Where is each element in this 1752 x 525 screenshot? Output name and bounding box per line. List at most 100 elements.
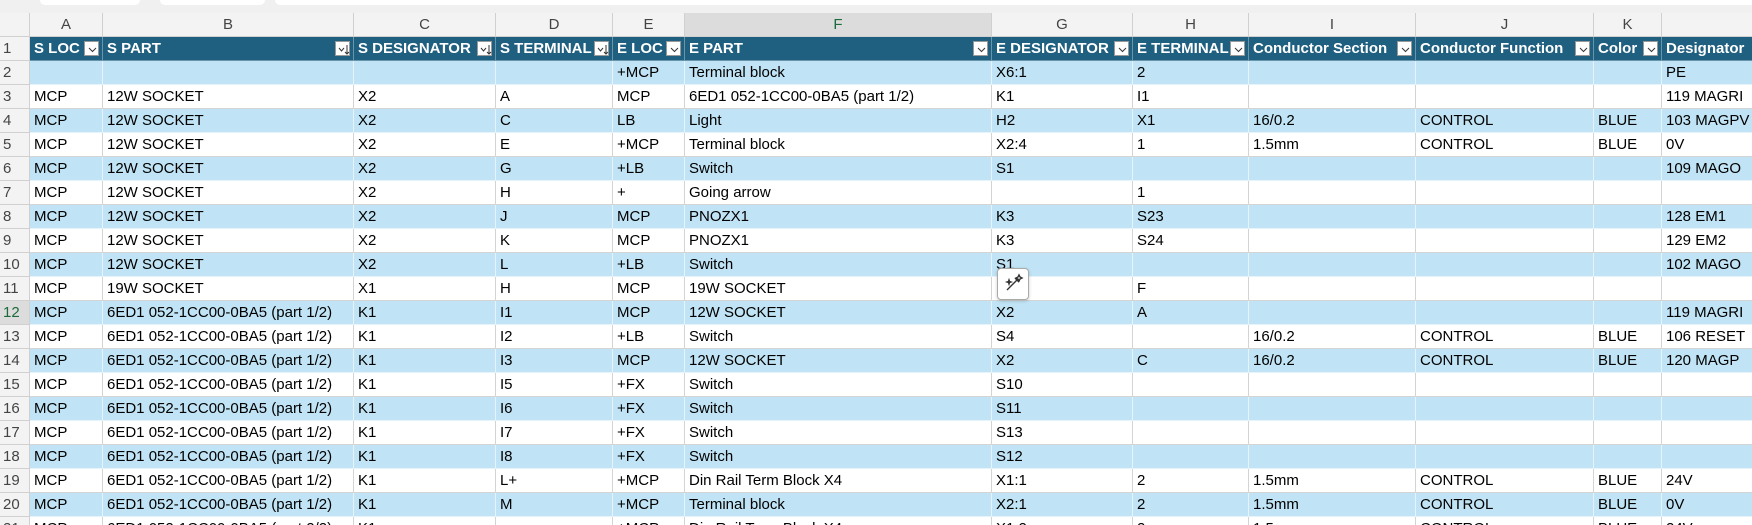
filter-button[interactable]	[1397, 41, 1412, 56]
table-cell[interactable]: L+	[496, 469, 613, 493]
table-cell[interactable]: MCP	[30, 253, 103, 277]
table-cell[interactable]: K1	[354, 445, 496, 469]
table-cell[interactable]	[1416, 397, 1594, 421]
table-cell[interactable]: A	[496, 85, 613, 109]
table-cell[interactable]: X2	[354, 85, 496, 109]
table-cell[interactable]	[1416, 421, 1594, 445]
table-cell[interactable]: PNOZX1	[685, 229, 992, 253]
table-cell[interactable]: S10	[992, 373, 1133, 397]
row-header[interactable]: 6	[0, 157, 30, 181]
table-cell[interactable]: I1	[1133, 85, 1249, 109]
row-header[interactable]: 20	[0, 493, 30, 517]
column-header[interactable]: E	[613, 13, 685, 37]
table-cell[interactable]: 6ED1 052-1CC00-0BA5 (part 1/2)	[103, 349, 354, 373]
column-header[interactable]: L	[1662, 13, 1752, 37]
table-cell[interactable]: Switch	[685, 421, 992, 445]
table-cell[interactable]: LB	[613, 109, 685, 133]
table-cell[interactable]: MCP	[30, 493, 103, 517]
table-cell[interactable]: 12W SOCKET	[103, 253, 354, 277]
table-cell[interactable]	[1249, 373, 1416, 397]
corner[interactable]	[0, 13, 30, 37]
table-cell[interactable]	[1594, 373, 1662, 397]
table-cell[interactable]: S4	[992, 325, 1133, 349]
table-cell[interactable]: MCP	[30, 277, 103, 301]
table-cell[interactable]: 6ED1 052-1CC00-0BA5 (part 1/2)	[103, 493, 354, 517]
table-cell[interactable]: E	[496, 133, 613, 157]
table-cell[interactable]: K1	[354, 421, 496, 445]
row-header[interactable]: 11	[0, 277, 30, 301]
table-cell[interactable]: 129 EM2	[1662, 229, 1752, 253]
table-cell[interactable]: MCP	[30, 109, 103, 133]
table-cell[interactable]: BLUE	[1594, 349, 1662, 373]
table-cell[interactable]: BLUE	[1594, 469, 1662, 493]
table-header-cell[interactable]: S PART	[103, 37, 354, 61]
table-cell[interactable]: L	[496, 253, 613, 277]
table-cell[interactable]	[1594, 397, 1662, 421]
table-cell[interactable]: X1	[1133, 109, 1249, 133]
table-cell[interactable]: J	[496, 205, 613, 229]
table-cell[interactable]: +FX	[613, 445, 685, 469]
table-cell[interactable]	[1662, 181, 1752, 205]
table-cell[interactable]: MCP	[30, 397, 103, 421]
table-cell[interactable]: Switch	[685, 157, 992, 181]
table-cell[interactable]: CONTROL	[1416, 349, 1594, 373]
table-cell[interactable]: F	[1133, 277, 1249, 301]
table-cell[interactable]: S1	[992, 157, 1133, 181]
table-cell[interactable]: MCP	[613, 229, 685, 253]
table-cell[interactable]	[1249, 445, 1416, 469]
table-cell[interactable]	[1594, 253, 1662, 277]
table-cell[interactable]: X1:1	[992, 469, 1133, 493]
table-cell[interactable]	[354, 61, 496, 85]
table-cell[interactable]: K3	[992, 229, 1133, 253]
row-header[interactable]: 18	[0, 445, 30, 469]
tab[interactable]	[160, 0, 265, 5]
table-cell[interactable]: X2	[354, 157, 496, 181]
table-cell[interactable]: 102 MAGO	[1662, 253, 1752, 277]
table-header-cell[interactable]: S TERMINAL	[496, 37, 613, 61]
row-header[interactable]: 15	[0, 373, 30, 397]
table-cell[interactable]: 6ED1 052-1CC00-0BA5 (part 1/2)	[103, 397, 354, 421]
table-header-cell[interactable]: E LOC	[613, 37, 685, 61]
table-cell[interactable]: Switch	[685, 253, 992, 277]
table-cell[interactable]	[1594, 205, 1662, 229]
table-cell[interactable]: K1	[354, 325, 496, 349]
table-cell[interactable]	[1416, 277, 1594, 301]
table-cell[interactable]	[1594, 445, 1662, 469]
column-header[interactable]: B	[103, 13, 354, 37]
table-cell[interactable]: 6ED1 052-1CC00-0BA5 (part 1/2)	[685, 85, 992, 109]
table-cell[interactable]: CONTROL	[1416, 325, 1594, 349]
table-cell[interactable]: 12W SOCKET	[103, 181, 354, 205]
table-cell[interactable]	[1594, 277, 1662, 301]
table-cell[interactable]: 1	[1133, 181, 1249, 205]
row-header[interactable]: 1	[0, 37, 30, 61]
table-cell[interactable]	[1249, 85, 1416, 109]
table-cell[interactable]: CONTROL	[1416, 109, 1594, 133]
table-cell[interactable]: X1	[354, 277, 496, 301]
table-cell[interactable]: +FX	[613, 397, 685, 421]
table-cell[interactable]: CONTROL	[1416, 517, 1594, 525]
table-cell[interactable]: S11	[992, 397, 1133, 421]
table-cell[interactable]: MCP	[30, 133, 103, 157]
table-cell[interactable]	[1594, 229, 1662, 253]
table-cell[interactable]	[1249, 421, 1416, 445]
table-cell[interactable]: Switch	[685, 397, 992, 421]
table-cell[interactable]	[1416, 61, 1594, 85]
table-cell[interactable]: A	[1133, 301, 1249, 325]
row-header[interactable]: 14	[0, 349, 30, 373]
table-cell[interactable]: 2	[1133, 61, 1249, 85]
table-cell[interactable]	[1416, 85, 1594, 109]
column-header[interactable]: C	[354, 13, 496, 37]
table-cell[interactable]: 12W SOCKET	[103, 229, 354, 253]
table-cell[interactable]	[1133, 445, 1249, 469]
table-cell[interactable]: 2	[1133, 469, 1249, 493]
table-cell[interactable]: 1.5mm	[1249, 469, 1416, 493]
table-cell[interactable]: S23	[1133, 205, 1249, 229]
table-cell[interactable]	[1416, 181, 1594, 205]
table-cell[interactable]: H	[496, 181, 613, 205]
table-cell[interactable]	[1662, 373, 1752, 397]
filter-button[interactable]	[1114, 41, 1129, 56]
table-cell[interactable]: 0V	[1662, 493, 1752, 517]
table-cell[interactable]	[1133, 157, 1249, 181]
table-cell[interactable]: +FX	[613, 373, 685, 397]
table-cell[interactable]: Terminal block	[685, 133, 992, 157]
